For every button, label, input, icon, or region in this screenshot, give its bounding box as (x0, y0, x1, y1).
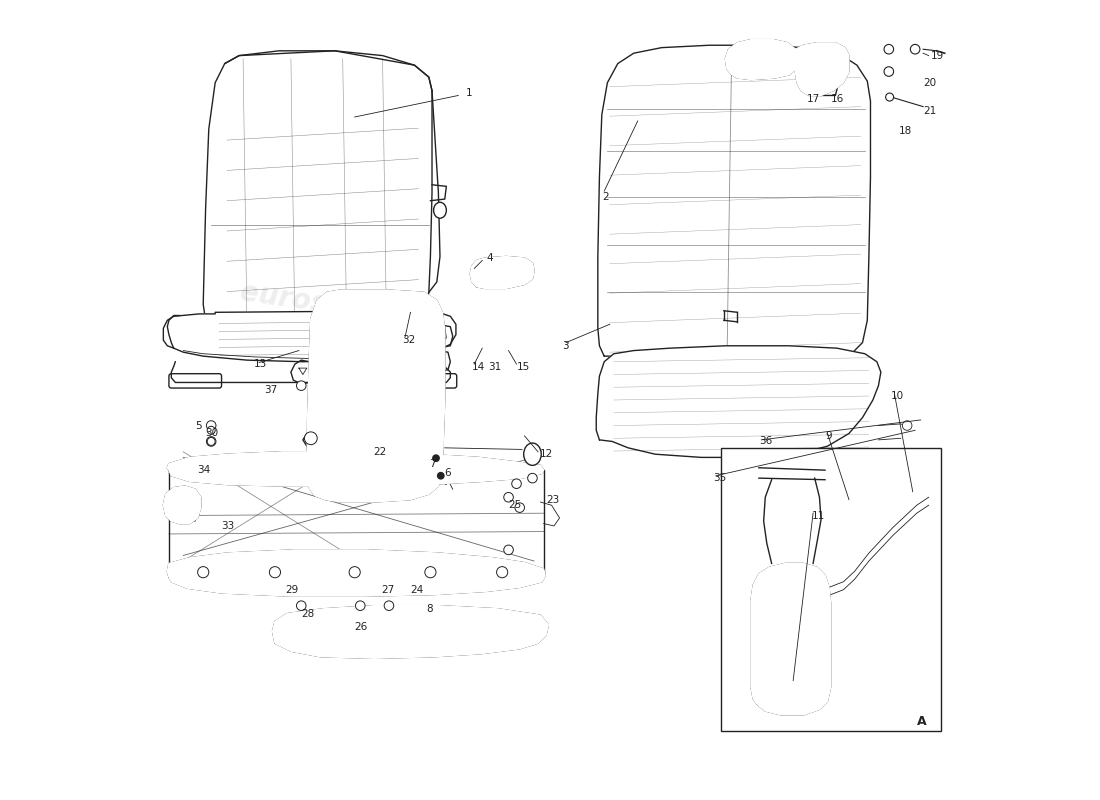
Polygon shape (725, 40, 797, 79)
Text: 4: 4 (486, 253, 493, 263)
Text: 37: 37 (265, 386, 278, 395)
Circle shape (384, 601, 394, 610)
Text: 31: 31 (487, 362, 502, 371)
Text: 20: 20 (923, 78, 936, 88)
Text: 28: 28 (301, 609, 315, 618)
Text: 23: 23 (546, 494, 559, 505)
Text: 17: 17 (806, 94, 820, 104)
Circle shape (270, 566, 280, 578)
Ellipse shape (433, 202, 447, 218)
Circle shape (884, 66, 893, 76)
Circle shape (305, 432, 317, 445)
Text: 35: 35 (714, 473, 727, 483)
Text: 33: 33 (221, 521, 234, 531)
Polygon shape (354, 627, 415, 651)
Text: 16: 16 (830, 94, 844, 104)
Text: 14: 14 (472, 362, 485, 371)
Circle shape (207, 437, 216, 446)
Ellipse shape (524, 443, 541, 466)
Text: 26: 26 (354, 622, 367, 632)
Circle shape (355, 601, 365, 610)
Text: 21: 21 (923, 106, 936, 117)
Circle shape (515, 503, 525, 513)
Text: 18: 18 (899, 126, 912, 135)
Polygon shape (273, 606, 549, 658)
Text: 5: 5 (195, 421, 202, 430)
Polygon shape (163, 310, 455, 362)
Polygon shape (596, 346, 881, 458)
Circle shape (297, 381, 306, 390)
FancyBboxPatch shape (169, 374, 221, 388)
Circle shape (902, 421, 912, 430)
Bar (722, 448, 940, 731)
Text: eurospares: eurospares (637, 310, 814, 362)
Text: 9: 9 (825, 431, 832, 441)
Text: 19: 19 (931, 50, 944, 61)
Circle shape (198, 566, 209, 578)
Circle shape (425, 566, 436, 578)
FancyBboxPatch shape (404, 374, 456, 388)
Polygon shape (307, 290, 444, 502)
Text: 13: 13 (253, 359, 266, 369)
Polygon shape (163, 486, 201, 523)
Circle shape (496, 566, 508, 578)
Text: eurospares: eurospares (238, 278, 416, 330)
Polygon shape (597, 46, 870, 368)
Polygon shape (751, 563, 830, 715)
Text: A: A (916, 715, 926, 728)
Circle shape (207, 421, 216, 430)
Polygon shape (795, 43, 849, 95)
Circle shape (911, 45, 920, 54)
Text: 24: 24 (410, 585, 424, 594)
Text: 32: 32 (403, 335, 416, 346)
Text: 7: 7 (429, 458, 436, 469)
Circle shape (886, 93, 893, 101)
Circle shape (207, 438, 216, 446)
Circle shape (512, 479, 521, 489)
Circle shape (504, 493, 514, 502)
Circle shape (528, 474, 537, 483)
Text: 36: 36 (759, 437, 772, 446)
Text: 12: 12 (540, 450, 553, 459)
Text: 15: 15 (517, 362, 530, 371)
Text: 30: 30 (206, 429, 219, 438)
Polygon shape (471, 257, 535, 288)
Circle shape (504, 545, 514, 554)
Circle shape (432, 455, 439, 462)
Circle shape (297, 601, 306, 610)
Text: 22: 22 (373, 447, 386, 457)
Text: 34: 34 (198, 465, 211, 475)
Text: 11: 11 (812, 510, 825, 521)
Text: 27: 27 (381, 585, 394, 594)
Circle shape (884, 45, 893, 54)
Text: 25: 25 (508, 500, 521, 510)
Text: 8: 8 (427, 604, 433, 614)
Text: 3: 3 (562, 341, 569, 350)
Circle shape (207, 426, 216, 434)
Text: 2: 2 (602, 192, 608, 202)
Polygon shape (167, 550, 546, 596)
Text: 6: 6 (444, 468, 451, 478)
Circle shape (349, 566, 361, 578)
Polygon shape (167, 452, 543, 486)
Text: 29: 29 (285, 585, 298, 594)
Text: 1: 1 (466, 88, 473, 98)
Text: 10: 10 (891, 391, 904, 401)
Circle shape (438, 473, 444, 479)
